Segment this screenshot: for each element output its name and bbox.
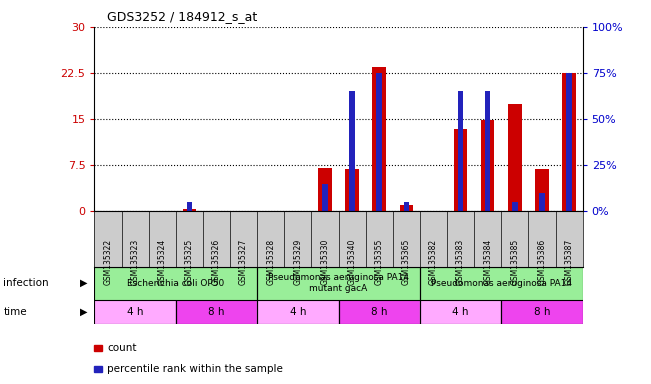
Bar [562,73,576,211]
Bar [539,193,545,211]
Bar [508,104,521,211]
Text: GSM135330: GSM135330 [320,239,329,285]
Bar [176,300,257,324]
Bar [318,168,332,211]
Bar [420,267,583,300]
Bar [404,202,409,211]
Text: GSM135387: GSM135387 [564,239,574,285]
Text: GSM135328: GSM135328 [266,239,275,285]
Bar [94,267,257,300]
Bar [454,129,467,211]
Text: ▶: ▶ [80,278,88,288]
Bar [535,169,549,211]
Text: Pseudomonas aeruginosa PA14: Pseudomonas aeruginosa PA14 [431,279,572,288]
Bar [187,202,192,211]
Bar [400,205,413,211]
Bar [420,300,501,324]
Text: GSM135382: GSM135382 [429,239,438,285]
Bar [182,209,196,211]
Text: GDS3252 / 184912_s_at: GDS3252 / 184912_s_at [107,10,258,23]
Text: 8 h: 8 h [534,307,550,317]
Text: GSM135329: GSM135329 [294,239,302,285]
Text: GSM135383: GSM135383 [456,239,465,285]
Text: GSM135326: GSM135326 [212,239,221,285]
Text: GSM135365: GSM135365 [402,239,411,285]
Text: GSM135385: GSM135385 [510,239,519,285]
Bar [501,300,583,324]
Bar [458,91,464,211]
Text: GSM135322: GSM135322 [104,239,113,285]
Text: GSM135384: GSM135384 [483,239,492,285]
Text: 4 h: 4 h [452,307,469,317]
Text: GSM135355: GSM135355 [375,239,383,285]
Text: 4 h: 4 h [127,307,143,317]
Text: 4 h: 4 h [290,307,306,317]
Text: ▶: ▶ [80,307,88,317]
Text: GSM135324: GSM135324 [158,239,167,285]
Text: infection: infection [3,278,49,288]
Text: GSM135325: GSM135325 [185,239,194,285]
Text: time: time [3,307,27,317]
Text: Pseudomonas aeruginosa PA14
mutant gacA: Pseudomonas aeruginosa PA14 mutant gacA [268,273,409,293]
Text: GSM135327: GSM135327 [239,239,248,285]
Text: percentile rank within the sample: percentile rank within the sample [107,364,283,374]
Bar [481,120,495,211]
Bar [345,169,359,211]
Text: Escherichia coli OP50: Escherichia coli OP50 [127,279,225,288]
Bar [566,73,572,211]
Text: GSM135386: GSM135386 [538,239,546,285]
Text: GSM135323: GSM135323 [131,239,139,285]
Bar [376,73,382,211]
Bar [257,300,339,324]
Bar [94,300,176,324]
Bar [350,91,355,211]
Text: GSM135340: GSM135340 [348,239,357,285]
Bar [322,184,327,211]
Bar [257,267,420,300]
Text: 8 h: 8 h [208,307,225,317]
Text: 8 h: 8 h [371,307,387,317]
Bar [372,67,386,211]
Bar [512,202,518,211]
Bar [485,91,490,211]
Bar [339,300,420,324]
Text: count: count [107,343,137,353]
